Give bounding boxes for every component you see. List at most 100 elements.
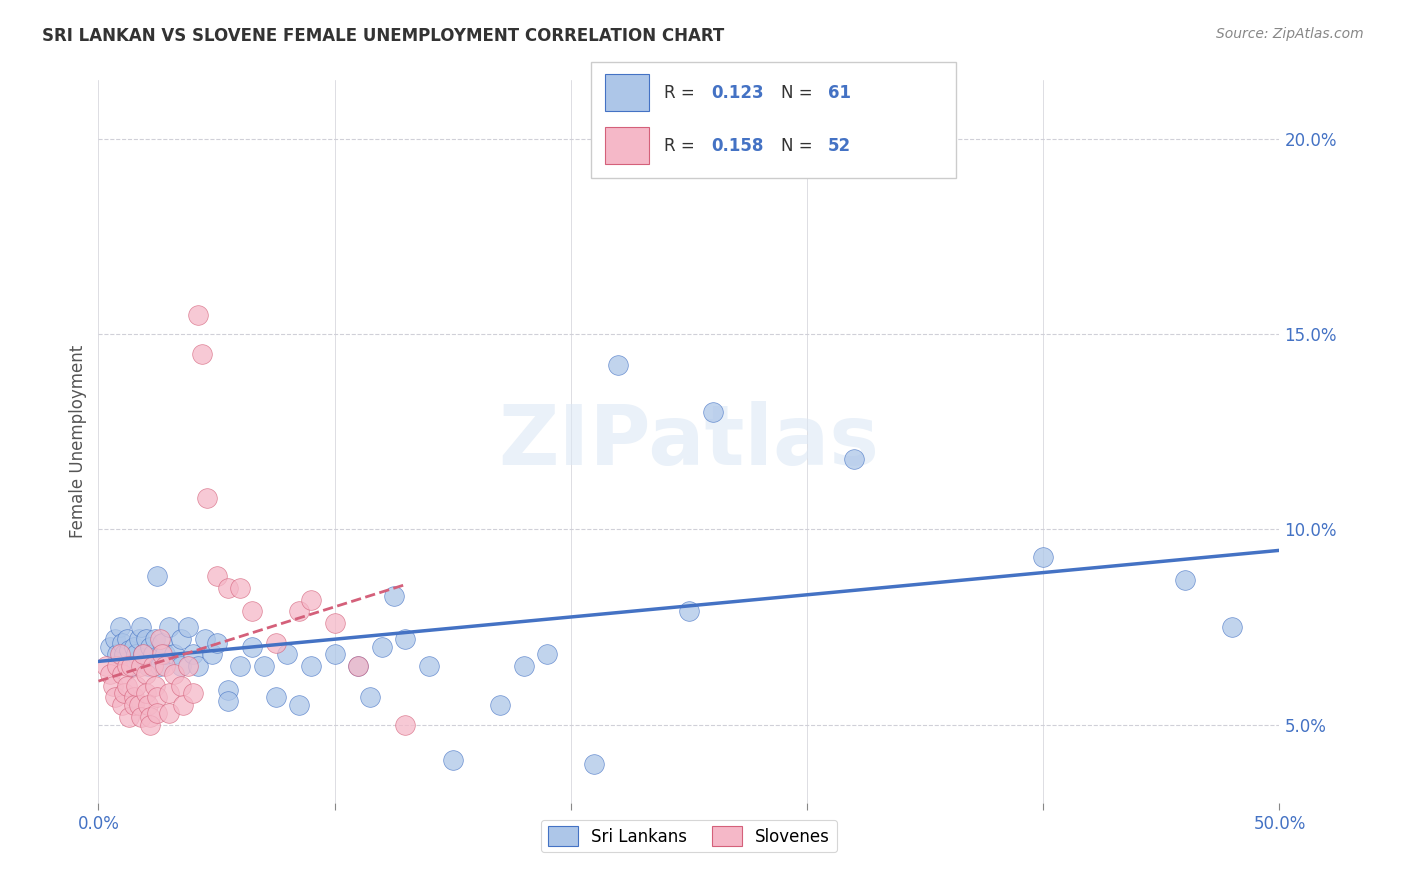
Point	[678, 604, 700, 618]
Point	[702, 405, 724, 419]
Point	[129, 659, 152, 673]
Point	[323, 616, 346, 631]
Point	[217, 694, 239, 708]
Text: N =: N =	[780, 137, 817, 155]
Point	[136, 698, 159, 713]
Point	[112, 648, 135, 662]
Point	[146, 569, 169, 583]
Point	[157, 620, 180, 634]
Point	[195, 491, 218, 505]
Point	[170, 632, 193, 646]
Point	[111, 635, 134, 649]
Point	[101, 679, 124, 693]
Point	[157, 706, 180, 720]
Text: 61: 61	[828, 84, 851, 102]
Point	[181, 648, 204, 662]
Point	[135, 667, 157, 681]
Point	[187, 308, 209, 322]
Point	[115, 679, 138, 693]
Point	[150, 648, 173, 662]
Text: R =: R =	[664, 84, 700, 102]
Point	[536, 648, 558, 662]
Point	[163, 648, 186, 662]
Point	[299, 659, 322, 673]
Point	[1174, 573, 1197, 587]
Point	[105, 659, 128, 673]
Point	[264, 635, 287, 649]
Point	[191, 346, 214, 360]
Point	[108, 620, 131, 634]
Point	[135, 686, 157, 700]
Point	[115, 632, 138, 646]
Point	[115, 659, 138, 673]
Point	[129, 710, 152, 724]
Point	[153, 659, 176, 673]
Point	[288, 604, 311, 618]
Point	[153, 648, 176, 662]
Point	[105, 648, 128, 662]
Point	[122, 690, 145, 705]
Point	[177, 659, 200, 673]
Point	[229, 581, 252, 595]
Point	[240, 604, 263, 618]
Point	[128, 698, 150, 713]
Point	[394, 717, 416, 731]
Point	[125, 648, 148, 662]
Point	[118, 710, 141, 724]
Point	[371, 640, 394, 654]
Text: SRI LANKAN VS SLOVENE FEMALE UNEMPLOYMENT CORRELATION CHART: SRI LANKAN VS SLOVENE FEMALE UNEMPLOYMEN…	[42, 27, 724, 45]
Point	[194, 632, 217, 646]
Legend: Sri Lankans, Slovenes: Sri Lankans, Slovenes	[541, 820, 837, 852]
Point	[104, 632, 127, 646]
Y-axis label: Female Unemployment: Female Unemployment	[69, 345, 87, 538]
Point	[253, 659, 276, 673]
Text: R =: R =	[664, 137, 700, 155]
Point	[217, 682, 239, 697]
Point	[201, 648, 224, 662]
Point	[323, 648, 346, 662]
Text: Source: ZipAtlas.com: Source: ZipAtlas.com	[1216, 27, 1364, 41]
Point	[347, 659, 370, 673]
Point	[205, 635, 228, 649]
Point	[157, 686, 180, 700]
Point	[111, 667, 134, 681]
Point	[111, 698, 134, 713]
Text: 0.123: 0.123	[711, 84, 763, 102]
Point	[512, 659, 534, 673]
Point	[146, 690, 169, 705]
Point	[108, 648, 131, 662]
Point	[347, 659, 370, 673]
Point	[98, 667, 121, 681]
Point	[142, 659, 165, 673]
Point	[121, 659, 143, 673]
Point	[299, 592, 322, 607]
Point	[132, 648, 155, 662]
Point	[149, 632, 172, 646]
Point	[187, 659, 209, 673]
Point	[98, 640, 121, 654]
Point	[418, 659, 440, 673]
Point	[125, 679, 148, 693]
Point	[129, 620, 152, 634]
Point	[288, 698, 311, 713]
Point	[181, 686, 204, 700]
Point	[177, 620, 200, 634]
Point	[128, 632, 150, 646]
Point	[1032, 549, 1054, 564]
Point	[150, 635, 173, 649]
Point	[229, 659, 252, 673]
Point	[122, 698, 145, 713]
Point	[607, 359, 630, 373]
Point	[132, 648, 155, 662]
Point	[205, 569, 228, 583]
Point	[359, 690, 381, 705]
Point	[1220, 620, 1243, 634]
Point	[276, 648, 298, 662]
Text: N =: N =	[780, 84, 817, 102]
Point	[170, 659, 193, 673]
Point	[135, 632, 157, 646]
Point	[264, 690, 287, 705]
Point	[122, 640, 145, 654]
Point	[489, 698, 512, 713]
Point	[139, 710, 162, 724]
